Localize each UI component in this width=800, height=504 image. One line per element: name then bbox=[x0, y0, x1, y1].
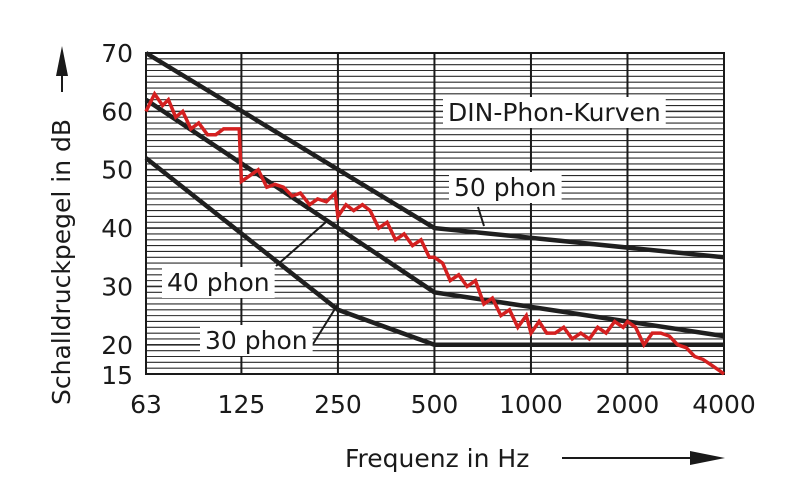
label-30-phon: 30 phon bbox=[205, 326, 308, 355]
series-layer bbox=[144, 51, 726, 376]
x-tick-label: 250 bbox=[314, 390, 362, 419]
y-tick-label: 70 bbox=[101, 39, 133, 68]
x-tick-label: 2000 bbox=[596, 390, 660, 419]
leader-line bbox=[312, 303, 339, 345]
x-tick-label: 1000 bbox=[499, 390, 563, 419]
label-40-phon: 40 phon bbox=[167, 268, 270, 297]
y-tick-label: 30 bbox=[101, 272, 133, 301]
label-40-phon-bg bbox=[162, 267, 275, 298]
measured-series-line bbox=[144, 90, 726, 376]
label-50-phon-bg bbox=[449, 172, 562, 203]
x-tick-labels: 63 125 250 500 1000 2000 4000 bbox=[130, 390, 756, 419]
leader-line bbox=[275, 221, 327, 267]
y-tick-label: 60 bbox=[101, 97, 133, 126]
x-tick-label: 125 bbox=[218, 390, 266, 419]
series-line-0 bbox=[144, 51, 725, 260]
chart-title: DIN-Phon-Kurven bbox=[448, 98, 661, 127]
plot-frame bbox=[145, 52, 725, 375]
series-line-2 bbox=[144, 156, 724, 348]
x-tick-label: 500 bbox=[411, 390, 459, 419]
y-axis-arrow bbox=[56, 46, 68, 92]
y-tick-label: 50 bbox=[101, 156, 133, 185]
x-axis-label: Frequenz in Hz bbox=[345, 444, 529, 473]
chart-title-bg bbox=[443, 97, 666, 128]
label-layer: DIN-Phon-Kurven 50 phon 40 phon 30 phon bbox=[162, 97, 666, 356]
label-50-phon: 50 phon bbox=[454, 173, 557, 202]
leader-line bbox=[477, 206, 485, 227]
x-tick-label: 4000 bbox=[692, 390, 756, 419]
x-tick-label: 63 bbox=[130, 390, 162, 419]
y-tick-label: 40 bbox=[101, 214, 133, 243]
y-tick-label: 15 bbox=[101, 361, 133, 390]
y-axis-label: Schalldruckpegel in dB bbox=[47, 119, 76, 405]
y-tick-label: 20 bbox=[101, 331, 133, 360]
x-axis-arrow bbox=[562, 451, 725, 465]
label-30-phon-bg bbox=[200, 325, 313, 356]
